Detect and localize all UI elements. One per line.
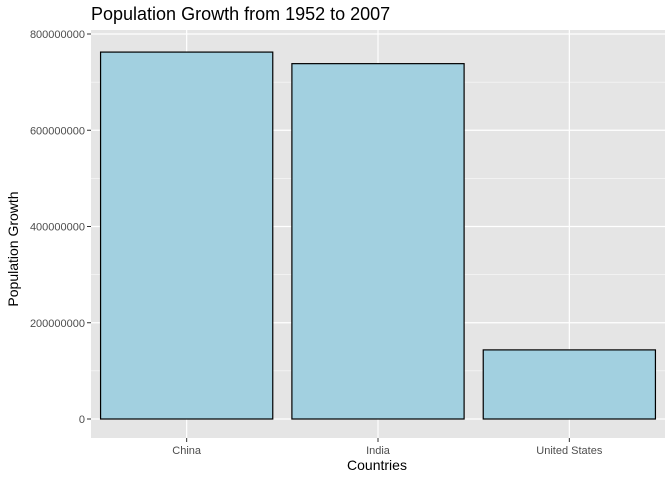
x-axis: China India United States <box>172 438 603 457</box>
bar-china <box>99 51 274 420</box>
y-axis: 0 200000000 400000000 600000000 800000000 <box>30 29 91 426</box>
y-axis-title: Population Growth <box>5 191 21 306</box>
y-tick-label: 0 <box>79 414 85 426</box>
chart-title: Population Growth from 1952 to 2007 <box>91 4 390 24</box>
x-tick-label: China <box>172 445 202 457</box>
x-tick-label: United States <box>536 445 603 457</box>
bars <box>99 51 657 420</box>
y-tick-label: 600000000 <box>30 125 85 137</box>
bar-india <box>291 63 465 420</box>
y-tick-label: 400000000 <box>30 222 85 234</box>
x-tick-label: India <box>366 445 391 457</box>
bar-united-states <box>482 349 657 420</box>
y-tick-label: 800000000 <box>30 29 85 41</box>
x-axis-title: Countries <box>347 457 407 473</box>
y-tick-label: 200000000 <box>30 318 85 330</box>
